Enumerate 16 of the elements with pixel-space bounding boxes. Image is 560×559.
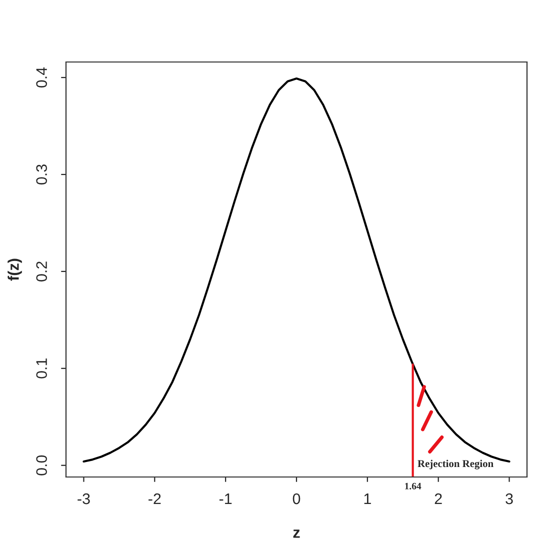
x-tick-label: 2 xyxy=(434,493,442,504)
x-tick-label: 1 xyxy=(364,494,371,504)
y-tick-label: 0.2 xyxy=(36,262,48,282)
annotation: Rejection Region xyxy=(418,460,494,470)
y-tick-label: 0.4 xyxy=(36,67,48,88)
y-tick-label: 0.1 xyxy=(36,358,48,378)
x-tick-label: -2 xyxy=(148,493,161,504)
y-tick-label: 0.0 xyxy=(36,455,48,476)
x-tick-label: 0 xyxy=(292,493,300,504)
x-tick-label: -3 xyxy=(78,493,90,504)
x-axis-title: z xyxy=(293,530,300,538)
x-tick-label: 3 xyxy=(506,493,513,504)
annotation: 1.64 xyxy=(405,482,422,490)
x-tick-label: -1 xyxy=(219,494,232,504)
y-axis-title: f(z) xyxy=(8,258,22,281)
y-tick-label: 0.3 xyxy=(36,164,48,184)
